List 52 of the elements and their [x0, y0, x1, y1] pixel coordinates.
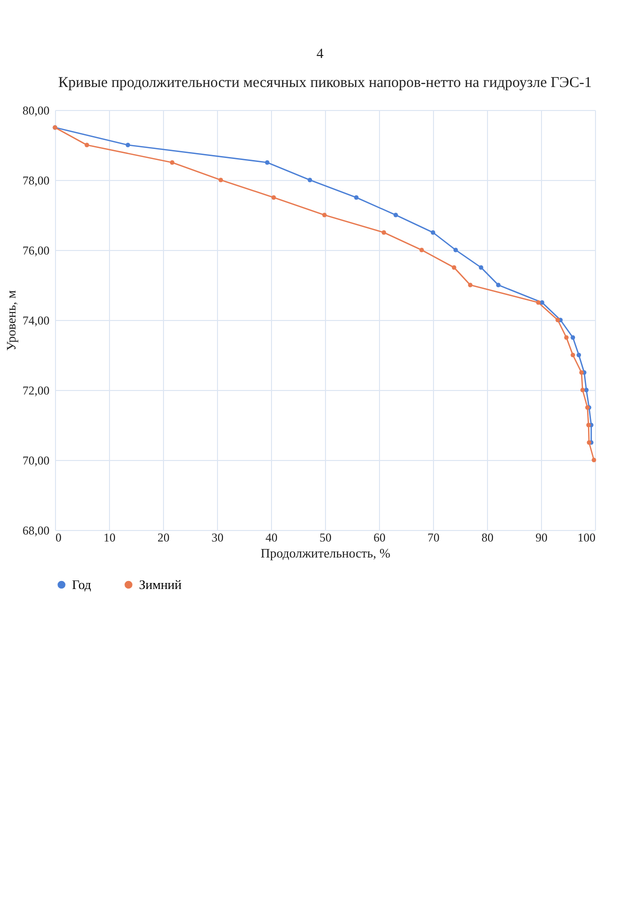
x-tick-label: 80 [482, 530, 494, 544]
y-tick-label: 78,00 [22, 174, 50, 188]
point [322, 212, 327, 218]
x-tick-label: 0 [56, 530, 62, 544]
x-tick-label: 30 [212, 530, 224, 544]
text: 4 [316, 46, 324, 64]
x-axis-title: Продолжительность, % [260, 546, 391, 560]
point [126, 142, 130, 148]
point [564, 335, 569, 340]
point [453, 248, 458, 252]
y-tick-label: 80,00 [22, 104, 50, 118]
y-tick-label: 70,00 [22, 454, 50, 468]
chart-title: Кривые продолжительности месячных пиковых напоров-нетто на гидроузле ГЭС-1 [58, 75, 592, 91]
point [354, 195, 359, 200]
point [468, 282, 472, 288]
x-tick-label: 90 [536, 530, 548, 544]
point [579, 370, 584, 375]
y-tick-label: 74,00 [22, 314, 50, 328]
point [84, 142, 90, 148]
point [382, 230, 386, 235]
point [586, 422, 591, 428]
point [218, 178, 224, 182]
y-tick-label: 76,00 [22, 244, 50, 258]
x-tick-label: 70 [428, 530, 440, 544]
point [419, 248, 424, 252]
x-tick-label: 40 [266, 530, 278, 544]
legend-label: Год [72, 576, 92, 592]
x-tick-label: 10 [104, 530, 116, 544]
point [496, 282, 501, 288]
point [394, 212, 398, 218]
point [264, 160, 270, 165]
x-tick-label: 60 [374, 530, 386, 544]
point [536, 300, 541, 305]
x-tick-label: 20 [158, 530, 170, 544]
point [308, 178, 312, 182]
point [580, 388, 585, 392]
point [592, 458, 596, 462]
y-tick-label: 72,00 [22, 384, 50, 398]
point [170, 160, 174, 165]
x-tick-label: 50 [320, 530, 332, 544]
legend-label: Зимний [139, 576, 182, 592]
y-axis-title: Уровень, м [4, 290, 18, 351]
point [570, 352, 576, 358]
x-tick-label: 100 [578, 530, 596, 544]
point [576, 352, 582, 358]
point [430, 230, 436, 235]
point [570, 335, 576, 340]
y-tick-label: 68,00 [22, 524, 50, 538]
point [478, 265, 484, 270]
point [452, 265, 456, 270]
point [556, 318, 560, 322]
point [271, 195, 276, 200]
